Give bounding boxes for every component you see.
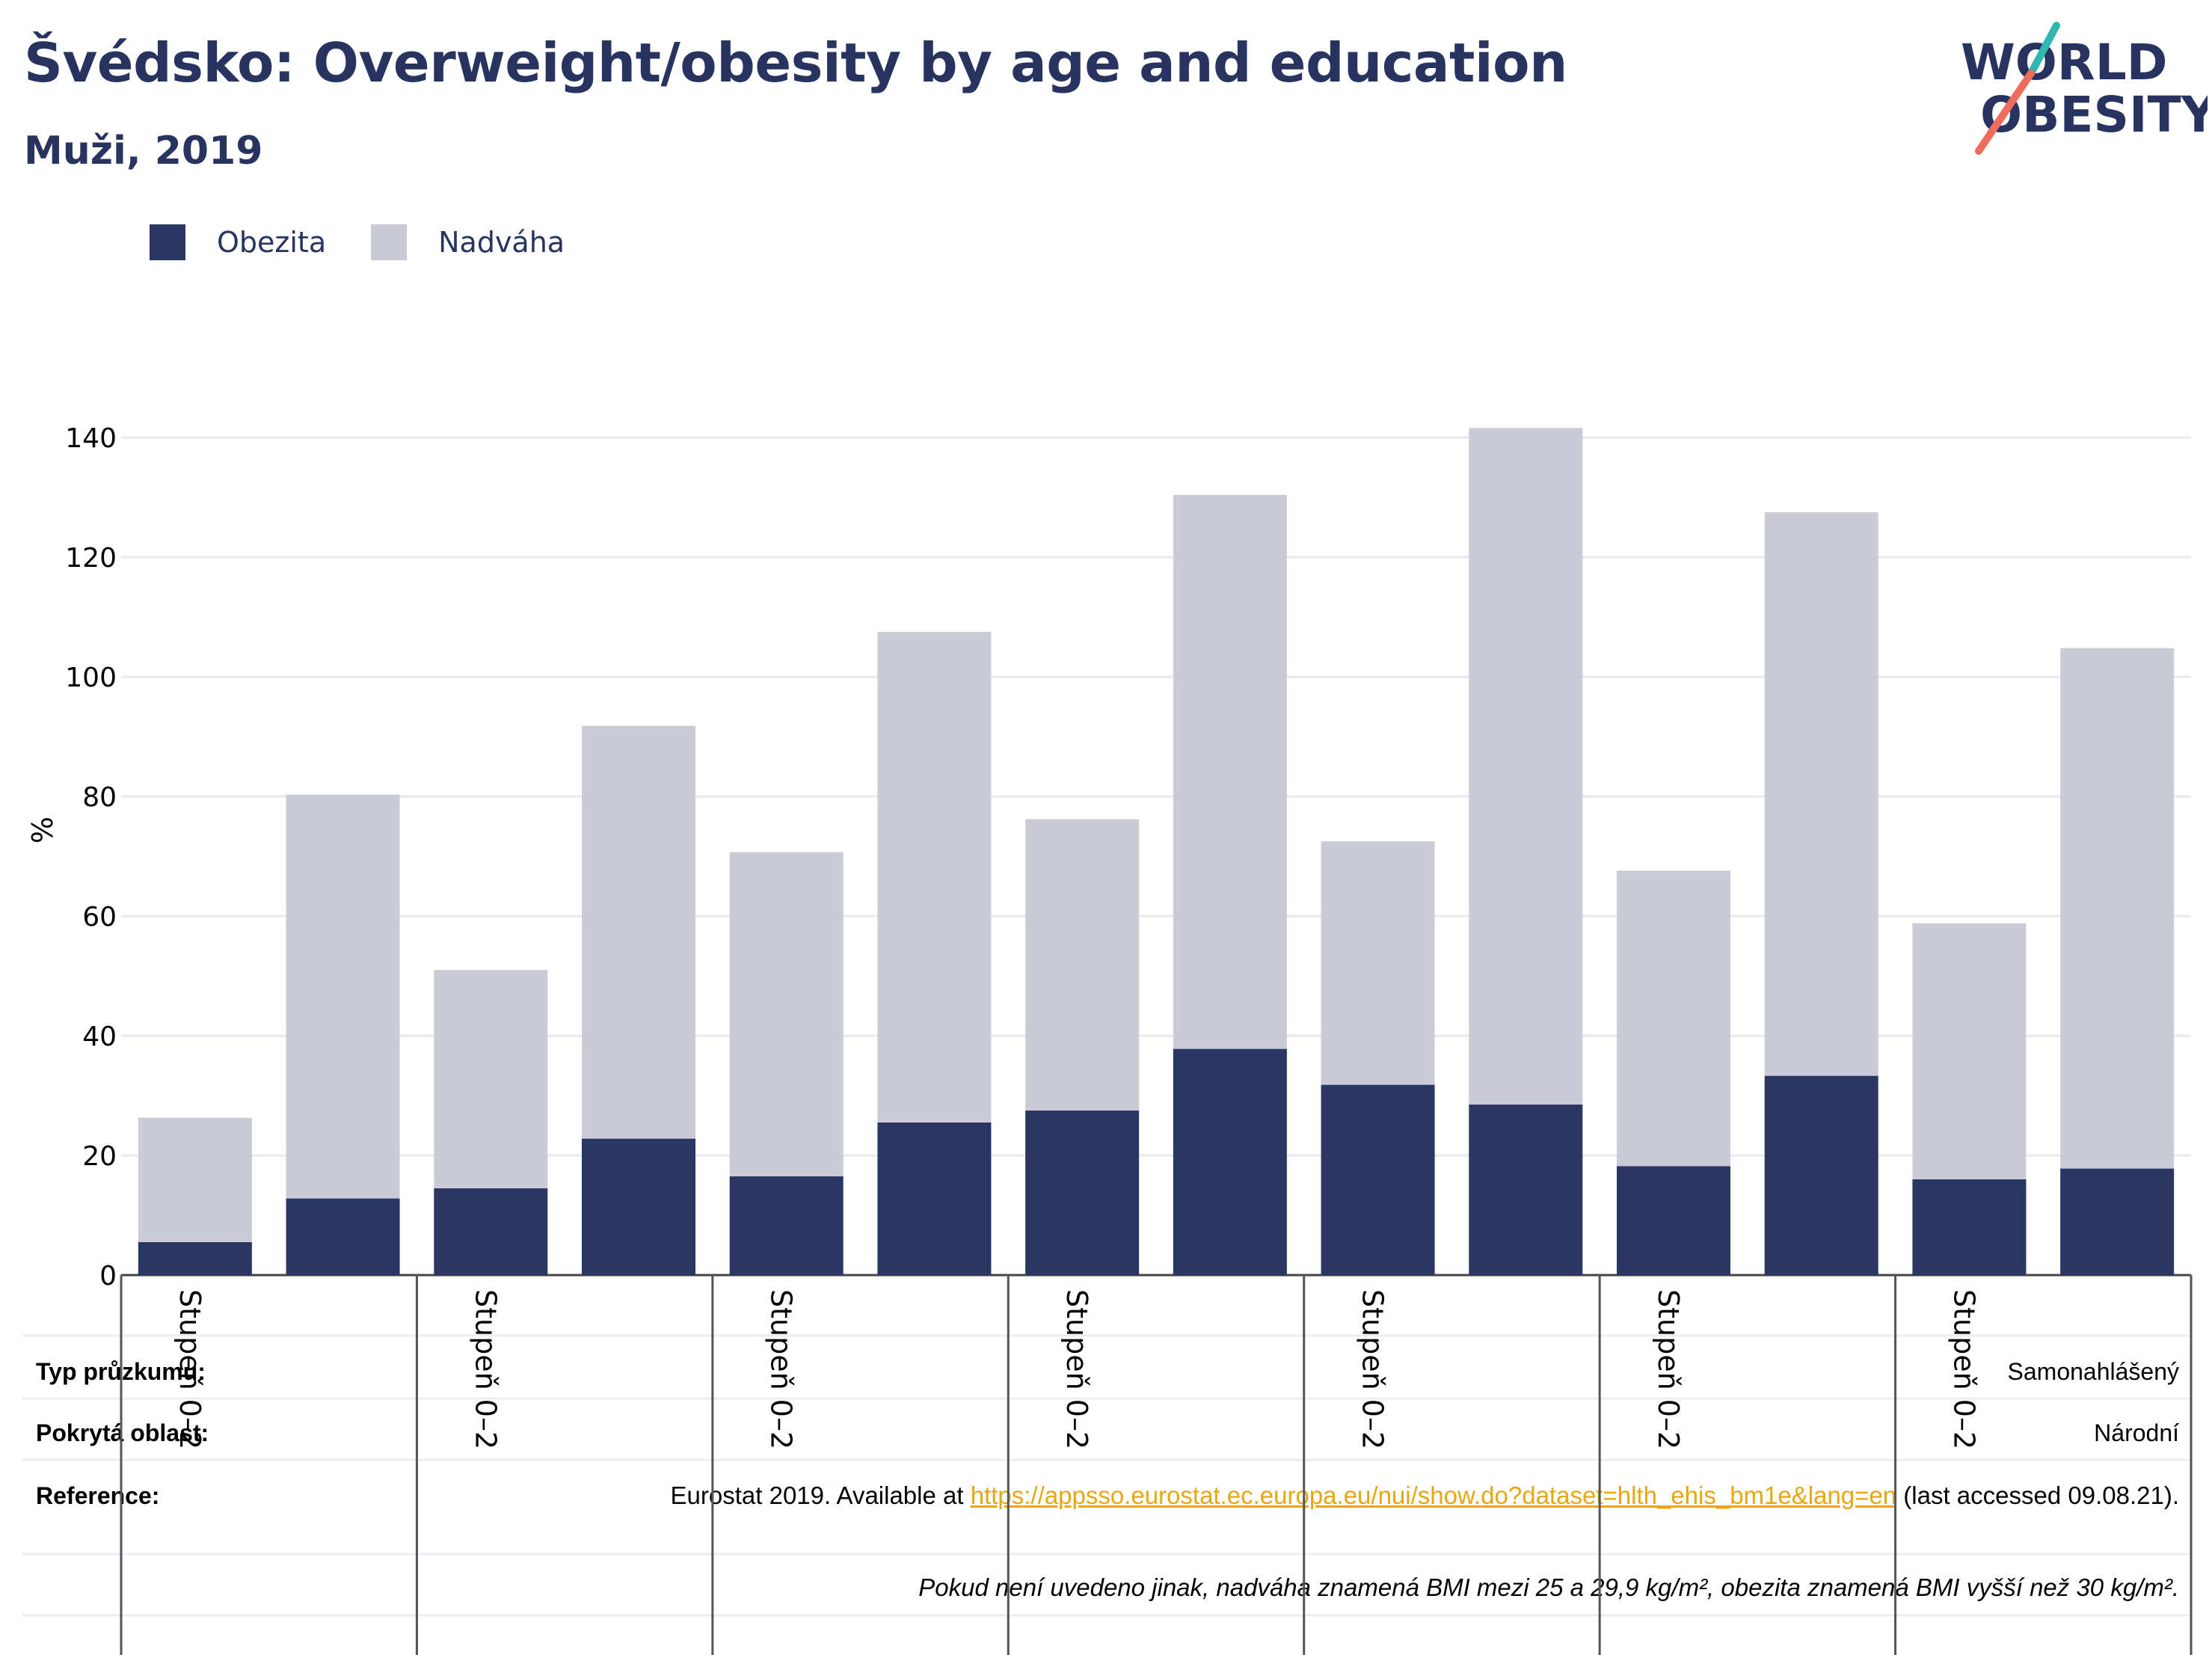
logo-word-world: WORLD [1961, 34, 2168, 91]
y-tick-label: 20 [82, 1141, 117, 1172]
bar-obesity [1617, 1166, 1730, 1275]
bar-obesity [2060, 1168, 2175, 1275]
x-category-label: Stupeň 0–2 [173, 1289, 206, 1449]
bar-overweight [1617, 871, 1730, 1167]
info-row-separators [22, 1274, 2191, 1617]
y-tick-label: 120 [65, 543, 117, 574]
bar-obesity [286, 1198, 400, 1275]
survey-type-value: Samonahlášený [2007, 1358, 2179, 1385]
y-tick-label: 40 [82, 1022, 117, 1052]
bar-overweight [434, 970, 548, 1188]
legend-item-overweight: Nadváha [371, 224, 565, 260]
bar-overweight [286, 794, 400, 1199]
reference-value: Eurostat 2019. Available at https://apps… [609, 1479, 2179, 1512]
legend-swatch-overweight [371, 224, 408, 260]
bar-obesity [1469, 1105, 1583, 1275]
bars [138, 428, 2175, 1275]
bar-obesity [877, 1123, 992, 1275]
bar-overweight [1764, 512, 1878, 1076]
y-axis-label: % [26, 817, 59, 844]
bar-obesity [582, 1138, 695, 1275]
bar-obesity [1025, 1111, 1140, 1275]
bar-obesity [1321, 1084, 1435, 1275]
bar-overweight [1321, 841, 1435, 1085]
coverage-label: Pokrytá oblast: [36, 1419, 209, 1446]
bar-obesity [1764, 1075, 1878, 1275]
bar-obesity [138, 1242, 252, 1275]
bar-overweight [729, 852, 844, 1176]
bar-overweight [1025, 819, 1140, 1111]
x-axis-labels: Stupeň 0–2 Stupeň 0–2 Stupeň 0–2 Stupeň 0–2… [120, 1275, 2193, 1655]
bar-overweight [1173, 494, 1287, 1049]
bar-obesity [1173, 1048, 1287, 1275]
y-tick-label: 140 [65, 423, 117, 454]
reference-label: Reference: [36, 1482, 160, 1509]
y-tick-label: 0 [99, 1261, 117, 1292]
legend-swatch-obesity [150, 224, 185, 260]
bar-overweight [877, 632, 992, 1123]
x-category-label: Stupeň 0–2 [469, 1289, 502, 1449]
bar-overweight [2060, 648, 2175, 1169]
bar-obesity [729, 1176, 844, 1275]
x-category-label: Stupeň 0–2 [1947, 1289, 1980, 1449]
bar-overweight [138, 1117, 252, 1242]
bar-obesity [434, 1188, 548, 1275]
y-axis-ticks: 0 20 40 60 80 100 120 140 [65, 423, 117, 1292]
chart-legend: Obezita Nadváha [150, 221, 609, 263]
legend-item-obesity: Obezita [150, 224, 326, 260]
bar-overweight [582, 725, 695, 1139]
x-category-label: Stupeň 0–2 [765, 1289, 798, 1449]
y-tick-label: 60 [82, 902, 117, 933]
definition-note: Pokud není uvedeno jinak, nadváha znamen… [918, 1573, 2179, 1601]
y-tick-label: 80 [82, 782, 117, 813]
x-category-label: Stupeň 0–2 [1060, 1289, 1093, 1449]
x-category-label: Stupeň 0–2 [1357, 1289, 1389, 1449]
chart-subtitle: Muži, 2019 [24, 129, 263, 174]
world-obesity-logo: WORLD OBESITY [1961, 22, 2208, 155]
bar-overweight [1469, 428, 1583, 1105]
logo-slash-red [1975, 70, 2035, 155]
legend-label-overweight: Nadváha [438, 226, 565, 259]
legend-label-obesity: Obezita [217, 226, 327, 259]
chart-title: Švédsko: Overweight/obesity by age and e… [24, 31, 1567, 94]
reference-link[interactable]: https://appsso.eurostat.ec.europa.eu/nui… [970, 1481, 1897, 1509]
x-category-label: Stupeň 0–2 [1652, 1289, 1685, 1449]
bar-obesity [1912, 1179, 2027, 1275]
y-tick-label: 100 [65, 663, 117, 693]
reference-prefix: Eurostat 2019. Available at [670, 1481, 971, 1509]
reference-suffix: (last accessed 09.08.21). [1896, 1481, 2179, 1509]
coverage-value: Národní [2094, 1419, 2179, 1446]
logo-slash-teal [2027, 22, 2060, 77]
bar-overweight [1912, 923, 2027, 1179]
gridlines [121, 436, 2191, 1157]
